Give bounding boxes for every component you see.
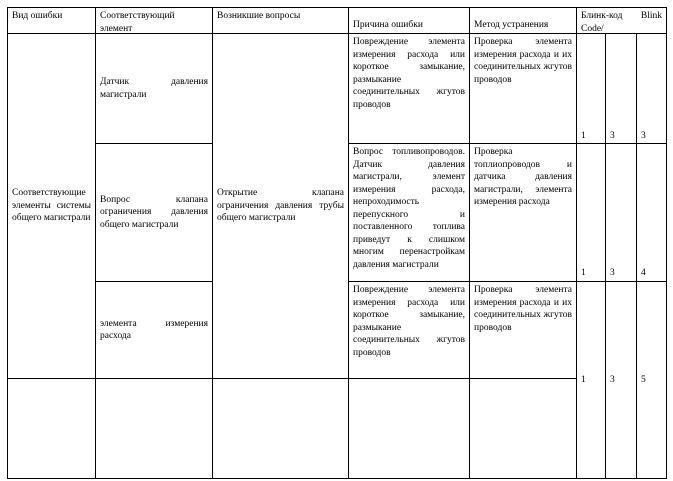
blink-code-cell: 4 (636, 143, 667, 282)
header-cell: Блинк-код Blink Code/ (576, 7, 667, 34)
blink-code: 4 (641, 267, 646, 278)
method-cell: Проверка элемента измерения расхода и их… (469, 33, 577, 144)
method-cell: Проверка топлиопроводов и датчика давлен… (469, 143, 577, 282)
blink-code-cell: 3 (605, 33, 637, 144)
blink-code-cell: 5 (636, 281, 667, 479)
header: Блинк-код Blink Code/ (581, 11, 662, 34)
blink-code-cell: 1 (576, 281, 606, 479)
header: Соответствующий элемент (100, 11, 175, 34)
blink-code-cell: 1 (576, 33, 606, 144)
cause: Повреждение элемента измерения расхода и… (353, 37, 465, 110)
header: Метод устранения (474, 19, 549, 30)
blink-code: 3 (610, 130, 615, 141)
empty-cell (7, 378, 96, 479)
blink-code-cell: 3 (636, 33, 667, 144)
blink-code-cell: 1 (576, 143, 606, 282)
blink-code-cell: 3 (605, 281, 637, 479)
header: Причина ошибки (353, 19, 423, 30)
header-cell: Метод устранения (469, 7, 577, 34)
cause-cell: Повреждение элемента измерения расхода и… (348, 33, 470, 144)
header-cell: Причина ошибки (348, 7, 470, 34)
element: элемента измерения расхода (100, 318, 208, 342)
blink-code-cell: 3 (605, 143, 637, 282)
cause: Повреждение элемента измерения расхода и… (353, 285, 465, 358)
empty-cell (469, 378, 577, 479)
element-cell: Датчик давления магистрали (95, 33, 213, 144)
empty-cell (348, 378, 470, 479)
blink-code: 1 (581, 267, 586, 278)
blink-code: 5 (641, 374, 646, 385)
method: Проверка элемента измерения расхода и их… (474, 285, 572, 333)
header-cell: Вид ошибки (7, 7, 96, 34)
header-cell: Возникшие вопросы (212, 7, 349, 34)
issue: Открытие клапана ограничения давления тр… (217, 188, 344, 224)
blink-code: 1 (581, 374, 586, 385)
cause-cell: Вопрос топливопроводов. Датчик давления … (348, 143, 470, 282)
method: Проверка элемента измерения расхода и их… (474, 37, 572, 85)
header-cell: Соответствующий элемент (95, 7, 213, 34)
method-cell: Проверка элемента измерения расхода и их… (469, 281, 577, 379)
blink-code: 1 (581, 130, 586, 141)
method: Проверка топлиопроводов и датчика давлен… (474, 147, 572, 207)
element: Датчик давления магистрали (100, 77, 208, 100)
cause-cell: Повреждение элемента измерения расхода и… (348, 281, 470, 379)
element-cell: элемента измерения расхода (95, 281, 213, 379)
header: Возникшие вопросы (217, 11, 301, 21)
issue-cell: Открытие клапана ограничения давления тр… (212, 33, 349, 379)
error-type: Соответствующие элементы системы общего … (12, 188, 91, 224)
header: Вид ошибки (12, 11, 63, 21)
blink-code: 3 (641, 130, 646, 141)
blink-code: 3 (610, 374, 615, 385)
error-type-cell: Соответствующие элементы системы общего … (7, 33, 96, 379)
empty-cell (212, 378, 349, 479)
cause: Вопрос топливопроводов. Датчик давления … (353, 147, 465, 270)
element-cell: Вопрос клапана ограничения давления обще… (95, 143, 213, 282)
empty-cell (95, 378, 213, 479)
blink-code: 3 (610, 267, 615, 278)
element: Вопрос клапана ограничения давления обще… (100, 194, 208, 230)
